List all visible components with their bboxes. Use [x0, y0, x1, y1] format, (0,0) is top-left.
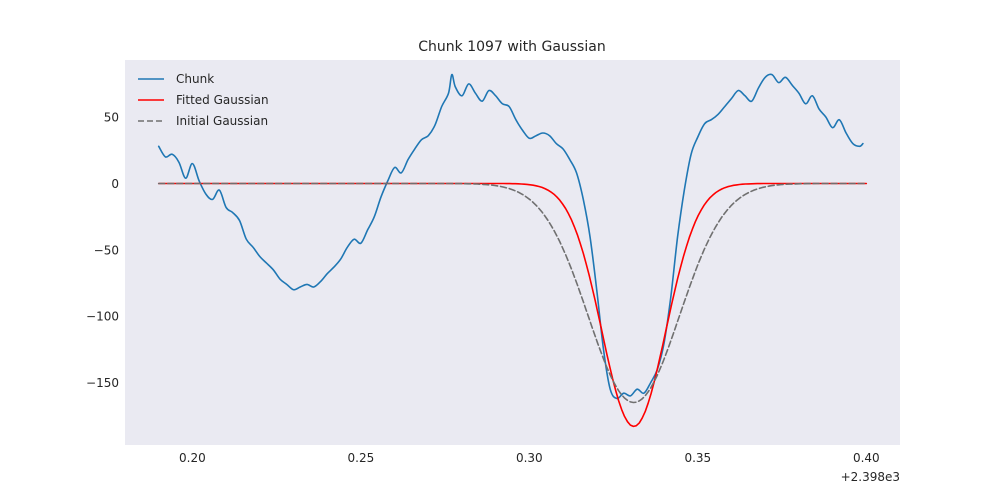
chart-title: Chunk 1097 with Gaussian: [418, 39, 605, 55]
series-layer: [157, 73, 868, 428]
x-axis-ticks: 0.20 0.25 0.30 0.35 0.40: [179, 451, 880, 465]
y-tick-label: 50: [104, 111, 119, 125]
y-tick-label: 0: [111, 177, 119, 191]
legend: Chunk Fitted Gaussian Initial Gaussian: [138, 72, 269, 128]
legend-item-initial-gaussian: Initial Gaussian: [176, 114, 268, 128]
x-tick-label: 0.20: [179, 451, 206, 465]
x-tick-label: 0.35: [684, 451, 711, 465]
y-tick-label: −50: [94, 243, 119, 257]
y-tick-label: −150: [86, 376, 119, 390]
x-tick-label: 0.40: [853, 451, 880, 465]
y-axis-ticks: 50 0 −50 −100 −150: [86, 111, 119, 391]
x-tick-label: 0.30: [516, 451, 543, 465]
plot-background: [125, 60, 900, 445]
chunk-series-line: [157, 73, 864, 400]
y-tick-label: −100: [86, 310, 119, 324]
x-axis-offset-label: +2.398e3: [841, 470, 900, 484]
x-tick-label: 0.25: [348, 451, 375, 465]
legend-item-chunk: Chunk: [176, 72, 214, 86]
legend-item-fitted-gaussian: Fitted Gaussian: [176, 93, 269, 107]
initial-gaussian-line: [157, 182, 868, 404]
